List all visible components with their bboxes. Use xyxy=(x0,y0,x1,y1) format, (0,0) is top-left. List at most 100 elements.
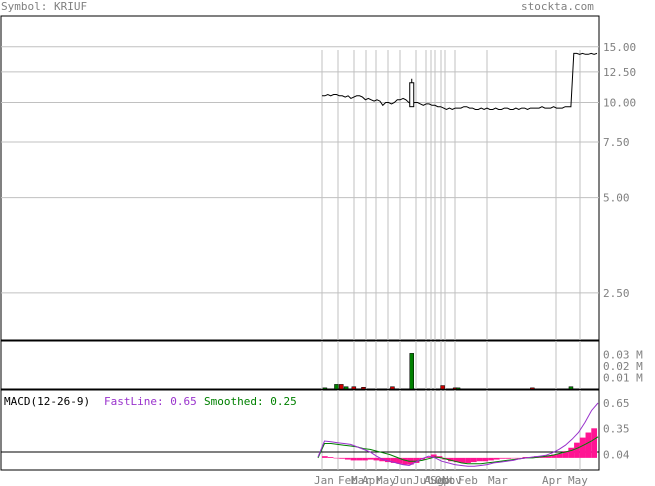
macd-histogram-bar xyxy=(568,447,575,458)
volume-bar xyxy=(440,385,445,390)
x-tick-label: Jul xyxy=(413,474,433,486)
volume-bar xyxy=(334,384,339,390)
smoothed-line xyxy=(317,436,599,465)
x-tick-label: May xyxy=(376,474,396,486)
macd-label: MACD(12-26-9) xyxy=(4,395,90,408)
macd-histogram-bar xyxy=(493,457,500,460)
macd-histogram-bar xyxy=(465,457,471,463)
macd-histogram-bar xyxy=(385,457,391,463)
macd-histogram-bar xyxy=(333,457,340,459)
volume-bar xyxy=(455,387,461,390)
price-panel-frame xyxy=(0,15,600,341)
volume-tick-label: 0.01 M xyxy=(603,372,643,385)
macd-histogram-bar xyxy=(499,457,506,459)
x-tick-label: Feb xyxy=(458,474,478,486)
symbol-label: Symbol: KRIUF xyxy=(1,0,88,13)
macd-histogram-bar xyxy=(476,457,483,462)
volume-vertical-grid xyxy=(321,341,581,389)
macd-histogram-bar xyxy=(551,454,557,458)
volume-bar xyxy=(351,386,357,390)
x-tick-label: Jan xyxy=(314,474,334,486)
volume-bar xyxy=(568,386,574,390)
macd-histogram-bar xyxy=(339,457,345,459)
macd-histogram-bar xyxy=(436,456,443,458)
macd-histogram-bar xyxy=(579,437,586,458)
macd-lines xyxy=(317,402,599,467)
macd-histogram-bar xyxy=(413,457,420,463)
macd-histogram-bar xyxy=(562,451,569,458)
x-tick-label: Nov xyxy=(442,474,462,486)
macd-histogram-bar xyxy=(322,456,328,458)
volume-panel: 0.03 M0.02 M0.01 M xyxy=(0,340,643,390)
volume-tick-label: 0.02 M xyxy=(603,360,643,373)
macd-histogram-bar xyxy=(545,455,552,458)
x-tick-label: Apr xyxy=(362,474,382,486)
x-tick-label: Mar xyxy=(488,474,508,486)
macd-tick-label: 0.35 xyxy=(603,422,630,435)
volume-bar xyxy=(530,387,535,390)
macd-histogram-bar xyxy=(350,457,357,461)
macd-histogram-bar xyxy=(516,457,523,459)
price-tick-label: 10.00 xyxy=(603,96,636,109)
macd-histogram-bar xyxy=(344,457,351,460)
macd-histogram-bar xyxy=(430,454,437,458)
macd-histogram-bar xyxy=(574,442,580,458)
price-horizontal-grid xyxy=(1,46,599,294)
macd-histogram-bar xyxy=(585,432,592,458)
volume-bars xyxy=(322,353,574,390)
volume-panel-frame xyxy=(0,340,600,390)
price-tick-label: 5.00 xyxy=(603,192,630,205)
volume-bar xyxy=(409,353,414,390)
price-candle xyxy=(409,82,415,108)
macd-histogram-bar xyxy=(522,457,529,458)
x-tick-label: Aug xyxy=(424,474,444,486)
macd-histogram-bar xyxy=(448,457,454,462)
x-tick-label: Apr xyxy=(542,474,562,486)
macd-tick-label: 0.65 xyxy=(603,397,630,410)
macd-histogram-bar xyxy=(511,457,517,459)
price-tick-label: 2.50 xyxy=(603,287,630,300)
x-tick-label: Mar xyxy=(351,474,371,486)
volume-bar xyxy=(339,384,344,390)
macd-histogram-bar xyxy=(356,457,363,461)
macd-y-axis: 0.65 0.35 0.04 xyxy=(603,397,630,462)
price-tick-label: 15.00 xyxy=(603,41,636,54)
macd-panel-frame xyxy=(0,389,600,471)
macd-histogram-bar xyxy=(482,457,489,462)
macd-histogram-bar xyxy=(327,457,334,458)
x-tick-label: May xyxy=(568,474,588,486)
macd-histogram-bar xyxy=(505,457,512,459)
macd-histogram-bar xyxy=(373,457,380,461)
volume-bar xyxy=(390,386,395,390)
fastline-line xyxy=(317,402,599,467)
macd-histogram-bar xyxy=(396,457,403,464)
volume-y-axis: 0.03 M0.02 M0.01 M xyxy=(603,349,643,385)
macd-histogram-bar xyxy=(556,453,563,458)
macd-histogram-bar xyxy=(459,457,466,463)
x-tick-label: Oct xyxy=(435,474,455,486)
macd-panel: 0.65 0.35 0.04 MACD(12-26-9) FastLine: 0.6… xyxy=(0,389,630,471)
macd-histogram-bar xyxy=(425,457,431,458)
volume-tick-label: 0.03 M xyxy=(603,349,643,362)
volume-bar xyxy=(343,386,349,390)
fastline-label: FastLine: 0.65 xyxy=(104,395,197,408)
price-vertical-grid xyxy=(321,50,581,340)
volume-bar xyxy=(322,387,328,390)
macd-histogram-bar xyxy=(390,457,397,463)
x-tick-label: Sep xyxy=(430,474,450,486)
smoothed-label: Smoothed: 0.25 xyxy=(204,395,297,408)
site-link[interactable]: stockta.com xyxy=(521,0,594,13)
price-series-line xyxy=(322,52,598,111)
price-line xyxy=(322,52,598,111)
price-panel: 15.00 12.50 10.00 7.50 5.00 2.50 xyxy=(0,15,636,341)
price-tick-label: 7.50 xyxy=(603,136,630,149)
x-tick-label: Feb xyxy=(338,474,358,486)
volume-bar xyxy=(361,387,366,390)
macd-histogram-bar xyxy=(470,457,477,463)
price-tick-label: 12.50 xyxy=(603,66,636,79)
macd-histogram-bar xyxy=(402,457,408,465)
macd-tick-label: 0.04 xyxy=(603,448,630,461)
price-y-axis: 15.00 12.50 10.00 7.50 5.00 2.50 xyxy=(603,41,636,300)
macd-histogram-bar xyxy=(453,457,460,463)
